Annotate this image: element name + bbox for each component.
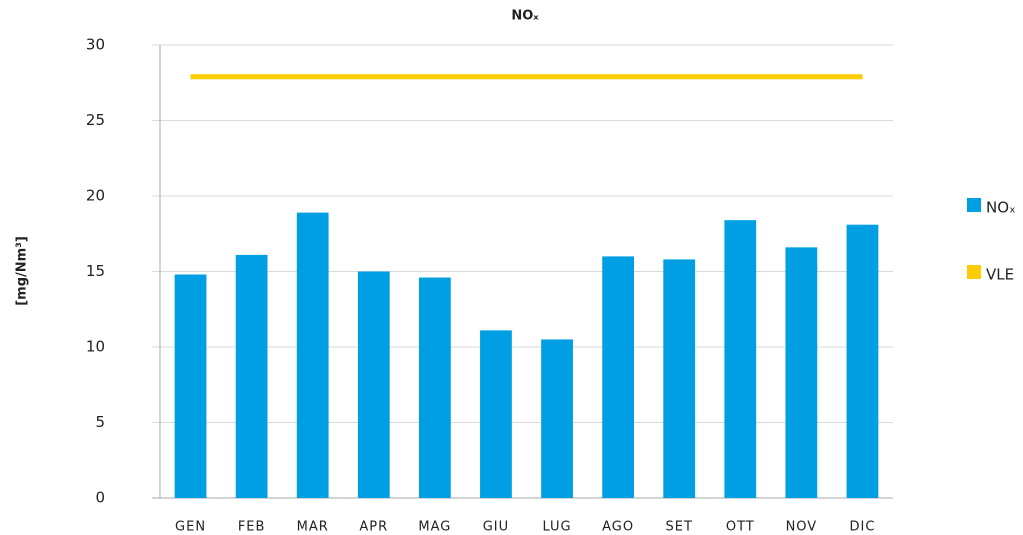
x-tick-label: AGO xyxy=(602,520,634,535)
y-tick-label: 10 xyxy=(86,338,105,356)
x-tick-label: GEN xyxy=(175,520,206,535)
legend-label: NOₓ xyxy=(986,199,1016,217)
bar xyxy=(174,274,207,498)
x-tick-label: NOV xyxy=(786,520,818,535)
legend-label: VLE xyxy=(986,266,1014,284)
y-tick-label: 20 xyxy=(86,187,105,205)
chart-title: NOₓ xyxy=(511,9,539,24)
bar xyxy=(785,247,818,498)
bar xyxy=(602,256,635,498)
x-tick-label: DIC xyxy=(849,520,875,535)
y-tick-label: 0 xyxy=(95,489,105,507)
bar xyxy=(235,254,268,498)
bar xyxy=(724,220,757,498)
bar xyxy=(480,330,512,498)
legend-swatch xyxy=(967,198,981,212)
x-tick-label: MAG xyxy=(418,520,451,535)
bar xyxy=(296,212,329,499)
x-tick-label: MAR xyxy=(297,520,329,535)
bar xyxy=(541,339,573,498)
y-tick-label: 15 xyxy=(86,262,105,280)
y-tick-label: 25 xyxy=(86,111,105,129)
x-tick-label: FEB xyxy=(238,520,266,535)
bar xyxy=(418,277,451,498)
x-tick-label: GIU xyxy=(483,520,509,535)
y-tick-label: 30 xyxy=(86,36,105,54)
x-tick-label: APR xyxy=(359,520,388,535)
x-tick-label: OTT xyxy=(726,520,755,535)
x-tick-label: SET xyxy=(665,520,692,535)
legend-swatch xyxy=(967,265,981,279)
y-tick-label: 5 xyxy=(95,413,105,431)
bar xyxy=(357,271,390,498)
bar xyxy=(663,259,696,498)
y-axis-label: [mg/Nm³] xyxy=(15,236,30,306)
x-tick-label: LUG xyxy=(542,520,571,535)
bar xyxy=(846,224,879,498)
